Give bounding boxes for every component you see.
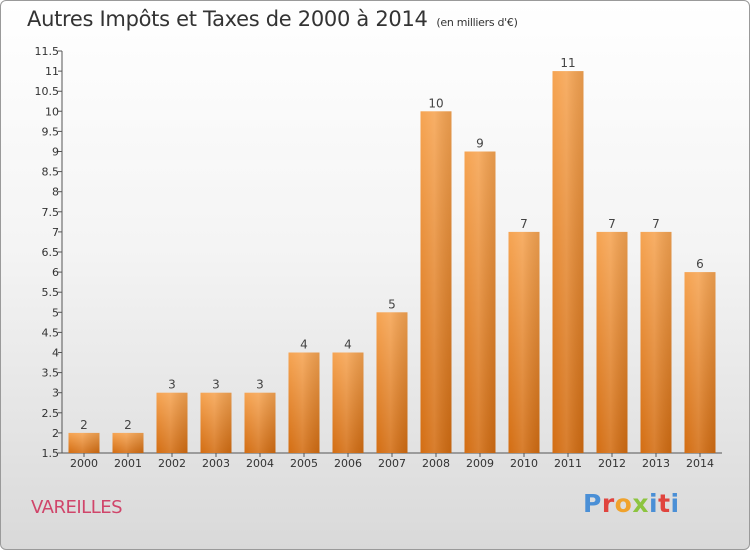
- value-label-2008: 10: [428, 96, 443, 110]
- value-label-2006: 4: [344, 338, 352, 352]
- x-tick-label: 2006: [334, 457, 362, 470]
- bar-shade-2014: [684, 272, 716, 453]
- y-tick-label: 3: [52, 387, 59, 400]
- y-tick-label: 5.5: [42, 286, 60, 299]
- bar-shade-2004: [244, 392, 276, 453]
- y-tick-label: 10: [45, 105, 59, 118]
- x-tick-label: 2004: [246, 457, 274, 470]
- logo-letter: P: [583, 489, 602, 518]
- bar-shade-2005: [288, 352, 320, 453]
- bar-shade-2000: [68, 432, 100, 453]
- x-tick-label: 2011: [554, 457, 582, 470]
- x-tick-label: 2007: [378, 457, 406, 470]
- value-label-2001: 2: [124, 418, 132, 432]
- y-tick-label: 4.5: [42, 326, 60, 339]
- logo-letter: x: [632, 489, 649, 518]
- logo-letter: i: [649, 489, 659, 518]
- value-label-2011: 11: [560, 56, 575, 70]
- value-label-2010: 7: [520, 217, 528, 231]
- y-tick-label: 8.5: [42, 166, 60, 179]
- bar-shade-2001: [112, 432, 144, 453]
- value-label-2000: 2: [80, 418, 88, 432]
- value-label-2003: 3: [212, 378, 220, 392]
- title-unit: (en milliers d'€): [436, 16, 518, 29]
- value-label-2007: 5: [388, 297, 396, 311]
- y-tick-label: 7.5: [42, 206, 60, 219]
- y-tick-label: 6: [52, 266, 59, 279]
- y-tick-label: 11: [45, 65, 59, 78]
- bar-shade-2013: [640, 231, 672, 453]
- x-tick-label: 2014: [686, 457, 714, 470]
- y-tick-label: 3.5: [42, 367, 60, 380]
- value-label-2013: 7: [652, 217, 660, 231]
- y-axis: 1.5 2 2.5 3 3.5 4 4.5 5 5.5 6 6.5 7 7.5 8 8.5 9 9.5 10 10.…: [35, 45, 63, 460]
- bar-shade-2010: [508, 231, 540, 453]
- bar-shade-2002: [156, 392, 188, 453]
- y-tick-label: 6.5: [42, 246, 60, 259]
- x-tick-label: 2001: [114, 457, 142, 470]
- y-tick-label: 9.5: [42, 125, 60, 138]
- y-tick-label: 5: [52, 306, 59, 319]
- x-tick-label: 2003: [202, 457, 230, 470]
- x-tick-label: 2005: [290, 457, 318, 470]
- x-tick-label: 2010: [510, 457, 538, 470]
- value-label-2005: 4: [300, 338, 308, 352]
- y-tick-label: 1.5: [42, 447, 60, 460]
- proxiti-logo[interactable]: Proxiti: [583, 489, 680, 518]
- logo-letter: i: [670, 489, 680, 518]
- bar-shade-2012: [596, 231, 628, 453]
- y-tick-label: 2: [52, 427, 59, 440]
- y-tick-label: 7: [52, 226, 59, 239]
- value-label-2009: 9: [476, 137, 484, 151]
- chart-title: Autres Impôts et Taxes de 2000 à 2014 (e…: [27, 7, 518, 31]
- x-tick-label: 2009: [466, 457, 494, 470]
- y-tick-label: 2.5: [42, 407, 60, 420]
- bar-shade-2008: [420, 111, 452, 454]
- logo-letter: t: [658, 489, 671, 518]
- bar-shade-2011: [552, 71, 584, 453]
- x-tick-label: 2000: [70, 457, 98, 470]
- title-text: Autres Impôts et Taxes de 2000 à 2014: [27, 7, 428, 31]
- bars-group: [68, 71, 716, 454]
- value-label-2014: 6: [696, 257, 704, 271]
- x-tick-label: 2002: [158, 457, 186, 470]
- bar-shade-2003: [200, 392, 232, 453]
- y-tick-label: 8: [52, 186, 59, 199]
- value-label-2004: 3: [256, 378, 264, 392]
- x-tick-label: 2012: [598, 457, 626, 470]
- x-tick-label: 2008: [422, 457, 450, 470]
- y-tick-label: 11.5: [35, 45, 60, 58]
- commune-name: VAREILLES: [31, 497, 123, 518]
- logo-letter: r: [601, 489, 615, 518]
- value-labels-group: 2 2 3 3 3 4 4 5 10 9 7 11 7 7 6: [80, 56, 704, 432]
- y-tick-label: 4: [52, 347, 59, 360]
- y-tick-label: 10.5: [35, 85, 60, 98]
- bar-shade-2007: [376, 312, 408, 453]
- bar-shade-2006: [332, 352, 364, 453]
- value-label-2012: 7: [608, 217, 616, 231]
- bar-shade-2009: [464, 151, 496, 453]
- x-axis: 2000 2001 2002 2003 2004 2005 2006 2007 2008 2009…: [62, 452, 722, 470]
- value-label-2002: 3: [168, 378, 176, 392]
- logo-letter: o: [614, 489, 633, 518]
- y-tick-label: 9: [52, 146, 59, 159]
- x-tick-label: 2013: [642, 457, 670, 470]
